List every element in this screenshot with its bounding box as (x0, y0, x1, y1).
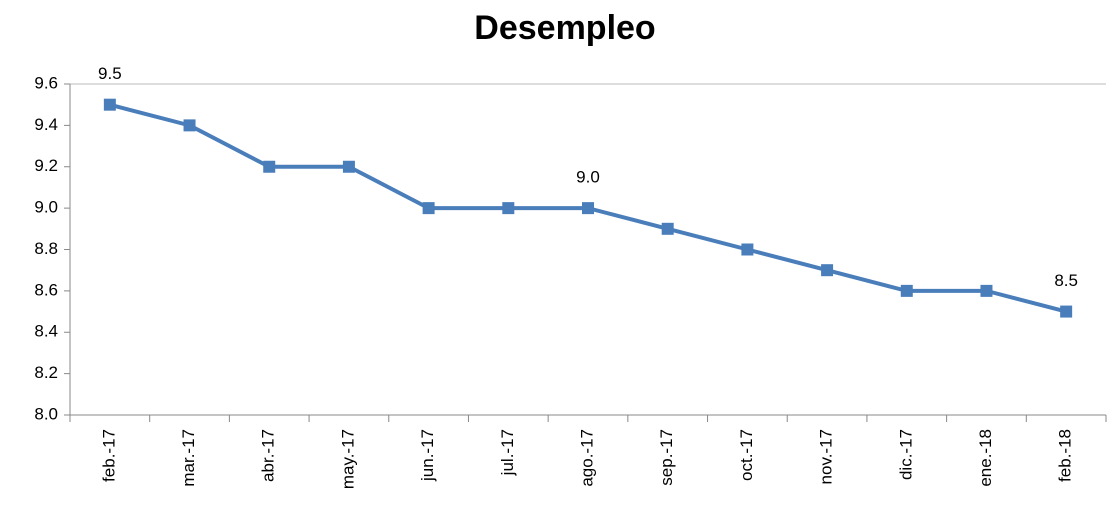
marker (342, 160, 355, 173)
x-tick-label: may.-17 (338, 429, 357, 489)
marker (900, 284, 913, 297)
x-tick-label: feb.-18 (1056, 429, 1075, 482)
x-tick-label: ago.-17 (577, 429, 596, 487)
y-tick-label: 9.6 (34, 73, 58, 92)
x-tick-label: sep.-17 (657, 429, 676, 486)
x-tick-label: dic.-17 (896, 429, 915, 480)
x-tick-label: ene.-18 (976, 429, 995, 487)
marker (183, 119, 196, 132)
marker (263, 160, 276, 173)
data-label: 8.5 (1054, 271, 1078, 290)
x-tick-label: jul.-17 (498, 429, 517, 476)
y-tick-label: 8.2 (34, 363, 58, 382)
marker (502, 202, 515, 215)
y-tick-label: 9.0 (34, 198, 58, 217)
x-tick-label: feb.-17 (99, 429, 118, 482)
y-tick-label: 8.8 (34, 239, 58, 258)
y-tick-label: 8.6 (34, 280, 58, 299)
marker (741, 243, 754, 256)
x-tick-label: abr.-17 (259, 429, 278, 482)
marker (821, 264, 834, 277)
chart-title: Desempleo (474, 9, 655, 47)
marker (103, 98, 116, 111)
x-tick-label: nov.-17 (817, 429, 836, 484)
y-tick-label: 8.4 (34, 322, 58, 341)
y-tick-label: 9.2 (34, 156, 58, 175)
marker (582, 202, 594, 215)
data-label: 9.0 (576, 168, 600, 187)
x-tick-label: jun.-17 (418, 429, 437, 482)
y-tick-label: 8.0 (34, 404, 58, 423)
data-label: 9.5 (98, 64, 122, 83)
marker (980, 284, 993, 297)
x-tick-label: mar.-17 (179, 429, 198, 487)
y-tick-label: 9.4 (34, 115, 58, 134)
marker (661, 222, 674, 235)
marker (1060, 305, 1073, 318)
x-tick-label: oct.-17 (737, 429, 756, 481)
marker (422, 202, 435, 215)
